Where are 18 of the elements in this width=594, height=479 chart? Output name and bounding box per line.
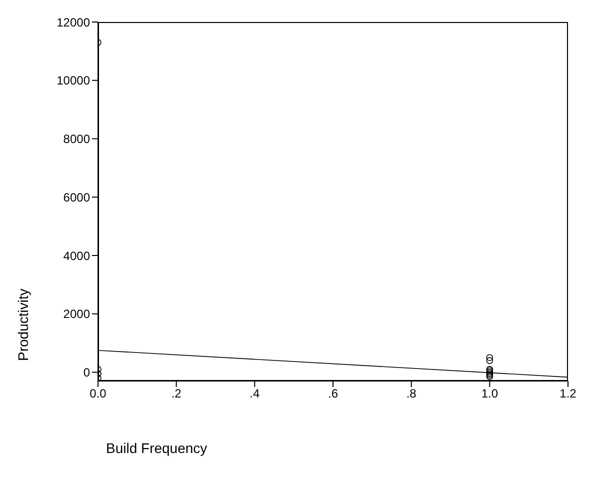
y-tick-label: 12000: [56, 15, 90, 30]
y-tick-label: 6000: [63, 190, 90, 204]
x-tick-label: 1.2: [560, 386, 577, 401]
y-tick-label: 2000: [63, 307, 90, 322]
x-tick-label: 1.0: [481, 386, 498, 401]
y-tick-label: 0: [83, 366, 90, 380]
y-tick-label: 10000: [56, 74, 90, 88]
point: [486, 354, 494, 362]
x-tick-label: .6: [328, 386, 338, 401]
x-axis-title: Build Frequency: [106, 440, 208, 456]
y-axis-title: Productivity: [15, 288, 31, 361]
x-tick-label: 0.0: [90, 386, 107, 401]
y-tick-label: 4000: [63, 248, 90, 263]
point: [486, 357, 494, 364]
y-tick-label: 8000: [63, 132, 90, 146]
x-tick-label: .8: [406, 386, 417, 401]
x-tick-label: .2: [171, 386, 182, 401]
x-tick-label: .4: [250, 386, 260, 401]
